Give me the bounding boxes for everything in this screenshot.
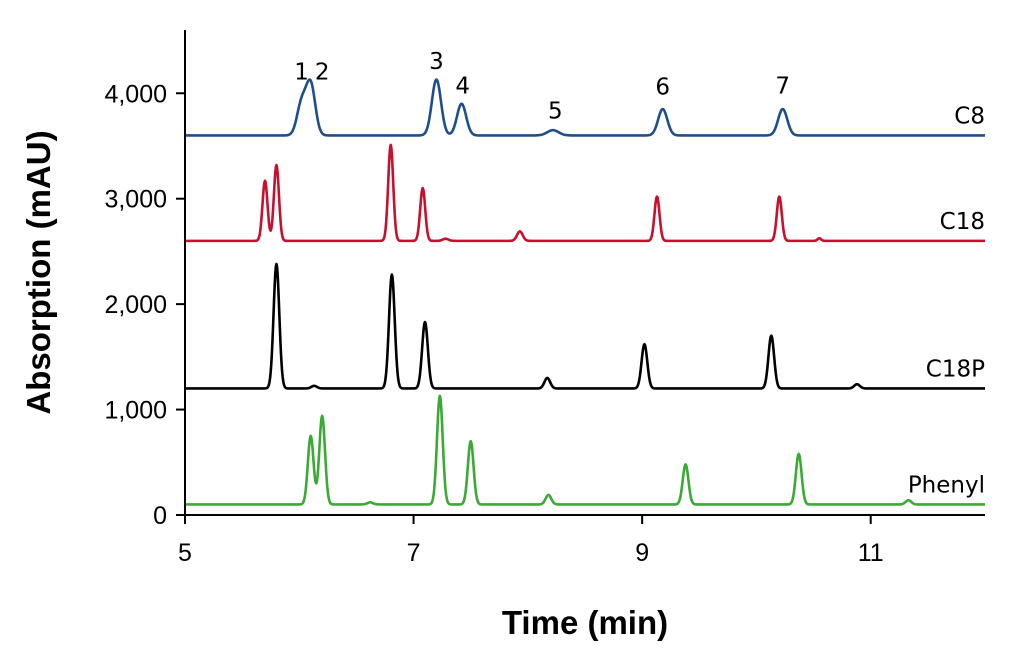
series-label-c18: C18 [940, 209, 985, 235]
x-axis-title: Time (min) [502, 604, 668, 641]
trace-layer [184, 78, 986, 506]
peak-number-label: 7 [775, 73, 790, 99]
y-ticks: 0 1,000 2,000 3,000 4,000 [104, 80, 185, 530]
x-tick-label: 5 [178, 539, 192, 567]
x-ticks: 5 7 9 11 [178, 515, 884, 567]
trace-phenyl [184, 394, 986, 506]
peak-number-label: 1 [294, 60, 309, 86]
series-label-c18p: C18P [926, 356, 985, 382]
peak-number-label: 6 [655, 74, 670, 100]
y-tick-label: 4,000 [104, 80, 167, 108]
x-tick-label: 7 [407, 539, 421, 567]
axes-layer [184, 30, 985, 516]
x-tick-label: 11 [858, 539, 884, 567]
peak-number-label: 3 [429, 49, 444, 75]
peak-number-label: 5 [548, 99, 563, 125]
trace-c18 [184, 143, 986, 243]
y-tick-label: 0 [153, 502, 167, 530]
series-label-layer: C8 C18 C18P Phenyl [908, 103, 985, 498]
series-label-phenyl: Phenyl [908, 472, 985, 498]
peak-number-label: 4 [455, 73, 470, 99]
y-tick-label: 2,000 [104, 291, 167, 319]
y-tick-label: 3,000 [104, 186, 167, 214]
trace-c8 [184, 78, 986, 137]
trace-c18p [184, 262, 986, 390]
y-axis-title: Absorption (mAU) [20, 130, 57, 414]
x-tick-label: 9 [635, 539, 649, 567]
y-tick-label: 1,000 [104, 397, 167, 425]
peak-number-label: 2 [315, 60, 330, 86]
series-label-c8: C8 [954, 103, 985, 129]
